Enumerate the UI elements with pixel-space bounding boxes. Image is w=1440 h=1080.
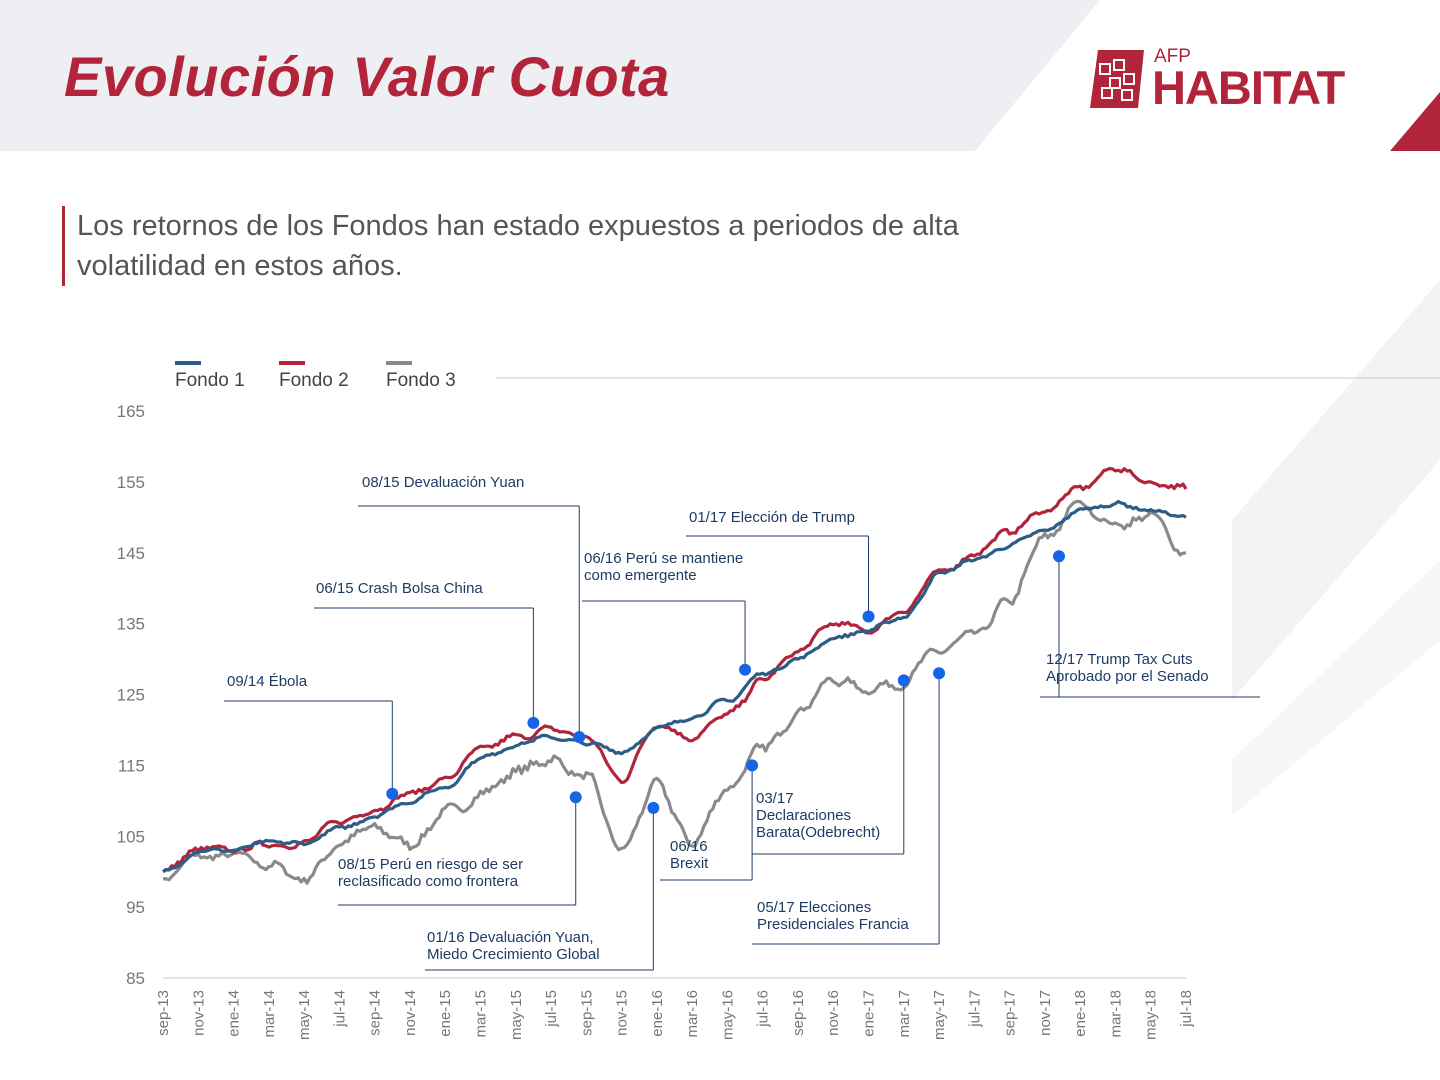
y-tick-label: 165 [117, 402, 145, 421]
annotation-label: 03/17 [756, 790, 794, 807]
annotation-marker [933, 667, 946, 680]
annotation-label: 12/17 Trump Tax Cuts [1046, 651, 1192, 668]
x-tick-label: may-17 [931, 990, 948, 1040]
annotation-marker [573, 731, 586, 744]
y-tick-label: 105 [117, 827, 145, 846]
y-tick-label: 125 [117, 686, 145, 705]
legend-label: Fondo 2 [279, 370, 349, 391]
y-tick-label: 135 [117, 615, 145, 634]
annotation-marker [386, 787, 399, 800]
annotation-marker [739, 663, 752, 676]
x-tick-label: mar-14 [261, 990, 278, 1038]
annotation-label: reclasificado como frontera [338, 873, 519, 890]
annotation-label: 06/16 [670, 838, 708, 855]
logo-habitat-text: HABITAT [1152, 61, 1345, 114]
x-tick-label: sep-15 [578, 990, 595, 1036]
annotation-label: 06/15 Crash Bolsa China [316, 580, 483, 597]
y-tick-label: 155 [117, 473, 145, 492]
annotation-label: 08/15 Perú en riesgo de ser [338, 856, 523, 873]
x-tick-label: sep-16 [790, 990, 807, 1036]
annotation-label: como emergente [584, 567, 697, 584]
x-tick-label: may-18 [1143, 990, 1160, 1040]
x-tick-label: may-14 [296, 990, 313, 1040]
x-tick-label: ene-18 [1072, 990, 1089, 1037]
series-line-fondo-3 [162, 499, 1187, 885]
annotation-label: Miedo Crecimiento Global [427, 946, 600, 963]
annotation-marker [647, 801, 660, 814]
x-tick-label: ene-16 [649, 990, 666, 1037]
x-tick-label: ene-14 [226, 990, 243, 1037]
annotation-label: Declaraciones [756, 807, 851, 824]
annotation-marker [527, 716, 540, 729]
annotation-label: 06/16 Perú se mantiene [584, 550, 743, 567]
annotation-label: 09/14 Ébola [227, 673, 308, 690]
x-tick-label: ene-17 [861, 990, 878, 1037]
x-tick-label: nov-15 [614, 990, 631, 1036]
x-tick-label: jul-17 [966, 990, 983, 1028]
annotation-label: Brexit [670, 855, 709, 872]
series-line-fondo-2 [162, 466, 1188, 874]
header-band [0, 0, 1440, 151]
legend-label: Fondo 3 [386, 370, 456, 391]
annotation-label: Presidenciales Francia [757, 916, 909, 933]
subtitle: Los retornos de los Fondos han estado ex… [62, 206, 1057, 286]
y-tick-label: 95 [126, 898, 145, 917]
page-title: Evolución Valor Cuota [64, 45, 670, 108]
x-tick-label: jul-16 [755, 990, 772, 1028]
logo-afp-text: AFP [1154, 46, 1191, 67]
x-tick-label: nov-17 [1037, 990, 1054, 1036]
annotation-label: Aprobado por el Senado [1046, 668, 1209, 685]
y-tick-label: 115 [118, 756, 145, 775]
x-tick-label: nov-16 [825, 990, 842, 1036]
annotation-marker [746, 759, 759, 772]
x-tick-label: mar-18 [1107, 990, 1124, 1038]
x-tick-label: mar-16 [684, 990, 701, 1038]
x-tick-label: sep-14 [367, 990, 384, 1036]
x-tick-label: ene-15 [437, 990, 454, 1037]
habitat-logo-icon [1090, 50, 1144, 108]
annotation-marker [897, 674, 910, 687]
x-tick-label: may-15 [508, 990, 525, 1040]
x-tick-label: jul-14 [331, 990, 348, 1028]
x-tick-label: mar-15 [472, 990, 489, 1038]
x-tick-label: jul-15 [543, 990, 560, 1028]
y-tick-label: 145 [117, 544, 145, 563]
x-tick-label: nov-14 [402, 990, 419, 1036]
annotation-label: 08/15 Devaluación Yuan [362, 474, 524, 491]
x-tick-label: may-16 [719, 990, 736, 1040]
series-line-fondo-1 [162, 499, 1187, 873]
annotation-marker [569, 791, 582, 804]
annotation-label: Barata(Odebrecht) [756, 824, 880, 841]
legend-label: Fondo 1 [175, 370, 245, 391]
afp-habitat-logo: AFP HABITAT [1090, 46, 1390, 114]
x-tick-label: nov-13 [190, 990, 207, 1036]
annotation-label: 01/17 Elección de Trump [689, 509, 855, 526]
x-tick-label: sep-17 [1002, 990, 1019, 1036]
x-tick-label: jul-18 [1178, 990, 1195, 1028]
annotation-marker [1053, 550, 1066, 563]
annotation-label: 01/16 Devaluación Yuan, [427, 929, 594, 946]
x-tick-label: sep-13 [155, 990, 172, 1036]
annotation-marker [862, 610, 875, 623]
x-tick-label: mar-17 [896, 990, 913, 1038]
annotation-label: 05/17 Elecciones [757, 899, 871, 916]
y-tick-label: 85 [126, 969, 145, 988]
